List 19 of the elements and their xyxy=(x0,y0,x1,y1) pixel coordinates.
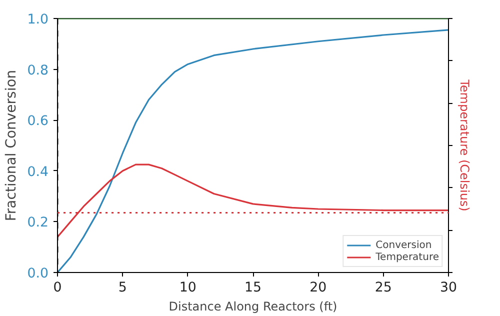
legend-label: Temperature xyxy=(376,251,439,263)
legend-label: Conversion xyxy=(376,239,432,251)
x-tick-label: 20 xyxy=(310,280,327,296)
y-tick-label: 1.0 xyxy=(27,12,49,28)
x-tick-label: 0 xyxy=(53,280,62,296)
line-series xyxy=(58,164,448,238)
x-tick-label: 30 xyxy=(440,280,457,296)
y-tick-label: 0.4 xyxy=(27,164,49,180)
x-tick-label: 5 xyxy=(118,280,127,296)
x-tick-label: 15 xyxy=(244,280,262,296)
y-tick-label: 0.6 xyxy=(27,114,49,130)
y-tick-label: 0.2 xyxy=(27,216,49,231)
x-axis-title: Distance Along Reactors (ft) xyxy=(168,300,338,314)
x-tick-label: 25 xyxy=(374,280,392,296)
y2-axis-title: Temperature (Celsius) xyxy=(458,78,472,212)
x-tick-label: 10 xyxy=(179,280,196,296)
y-tick-label: 0.0 xyxy=(27,266,49,282)
y-tick-label: 0.8 xyxy=(27,63,49,78)
y-axis-title: Fractional Conversion xyxy=(3,70,20,222)
